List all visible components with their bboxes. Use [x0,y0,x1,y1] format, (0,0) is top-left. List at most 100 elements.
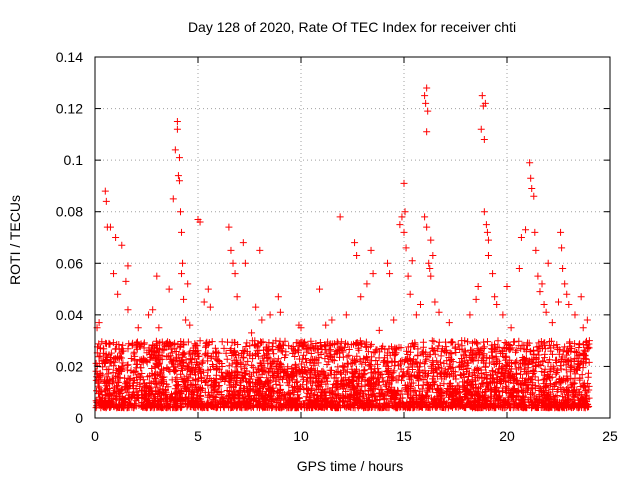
data-point [538,280,546,288]
data-point [482,221,490,229]
data-point [289,350,297,358]
data-point [231,270,239,278]
data-point [248,329,256,337]
data-point [276,308,284,316]
data-point [357,293,365,301]
data-point [134,324,142,332]
data-point [408,257,416,265]
data-point [421,92,429,100]
data-point [423,84,431,92]
y-tick-label: 0.1 [64,152,84,168]
y-tick-label: 0.12 [56,101,83,117]
data-point [176,208,184,216]
data-point [171,146,179,154]
data-points [92,84,593,412]
data-point [481,99,489,107]
data-point [445,319,453,327]
data-point [252,303,260,311]
data-point [517,234,525,241]
chart-title: Day 128 of 2020, Rate Of TEC Index for r… [188,19,516,35]
data-point [112,234,120,241]
data-point [563,290,571,298]
data-point [532,246,540,254]
data-point [285,342,293,350]
y-tick-label: 0 [75,410,83,426]
data-point [200,298,208,306]
data-point [124,306,132,314]
data-point [145,311,153,319]
data-point [431,298,439,306]
data-point [307,350,315,358]
data-point [363,280,371,288]
data-point [583,316,591,324]
data-point [353,252,361,260]
data-point [507,324,515,332]
x-tick-label: 20 [499,428,515,444]
x-tick-label: 0 [91,428,99,444]
data-point [422,99,430,107]
data-point [375,326,383,334]
data-point [499,311,507,319]
data-point [165,285,173,293]
x-tick-label: 15 [396,428,412,444]
data-point [577,293,585,301]
data-point [530,192,538,200]
data-point [386,270,394,278]
data-point [398,213,406,221]
data-point [169,195,177,203]
data-point [173,125,181,133]
data-point [114,290,122,298]
data-point [474,282,482,290]
data-point [186,321,194,329]
data-point [367,246,375,254]
data-point [351,239,359,247]
data-point [229,259,237,267]
data-point [423,223,431,231]
data-point [400,228,408,236]
data-point [503,282,511,290]
data-point [396,221,404,229]
y-tick-label: 0.06 [56,255,83,271]
y-tick-label: 0.14 [56,49,83,65]
data-point [544,259,552,267]
data-point [95,319,103,327]
data-point [406,290,414,298]
data-point [336,213,344,221]
data-point [328,316,336,324]
data-point [241,259,249,267]
y-axis-label: ROTI / TECUs [7,195,23,285]
data-point [480,136,488,144]
data-point [122,277,130,285]
data-point [369,270,377,278]
data-point [559,264,567,272]
axis-ticks: 0 5 10 15 20 25 0 0.02 0.04 0.06 0.08 0.1 0.12 0.14 [56,49,618,444]
x-tick-label: 10 [293,428,309,444]
data-point [472,295,480,303]
data-point [555,298,562,306]
data-point [402,244,410,252]
data-point [527,174,535,182]
data-point [178,270,186,278]
data-point [561,280,569,288]
data-point [101,187,109,195]
y-tick-label: 0.08 [56,204,83,220]
data-point [480,208,488,216]
data-point [110,270,118,278]
x-tick-label: 5 [194,428,202,444]
data-point [342,311,350,319]
data-point [478,92,486,100]
data-point [466,311,474,319]
data-point [196,218,204,226]
data-point [557,228,565,236]
data-point [565,301,573,309]
data-point [204,285,212,293]
data-point [571,311,579,319]
data-point [124,262,132,270]
data-point [426,264,434,272]
data-point [424,107,432,115]
data-point [484,236,492,244]
data-point [322,321,330,329]
data-point [390,316,398,324]
data-point [227,246,235,254]
data-point [118,241,126,249]
